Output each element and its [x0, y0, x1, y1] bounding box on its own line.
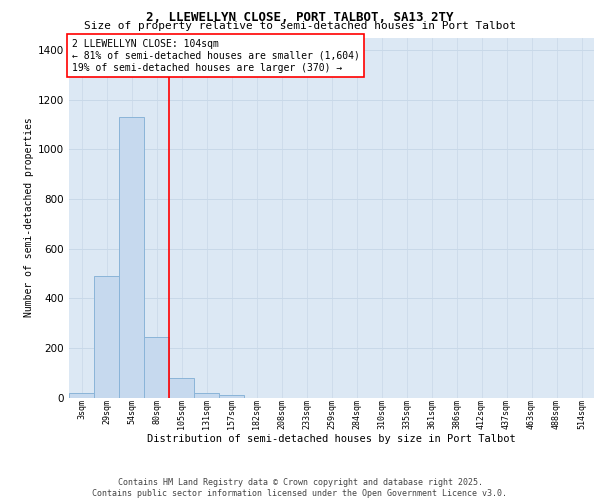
- Bar: [169, 378, 194, 398]
- Text: 2, LLEWELLYN CLOSE, PORT TALBOT, SA13 2TY: 2, LLEWELLYN CLOSE, PORT TALBOT, SA13 2T…: [146, 11, 454, 24]
- Bar: [219, 395, 244, 398]
- Bar: [194, 392, 219, 398]
- Bar: [119, 117, 144, 398]
- Bar: [69, 393, 94, 398]
- Text: Contains HM Land Registry data © Crown copyright and database right 2025.
Contai: Contains HM Land Registry data © Crown c…: [92, 478, 508, 498]
- Y-axis label: Number of semi-detached properties: Number of semi-detached properties: [24, 118, 34, 318]
- X-axis label: Distribution of semi-detached houses by size in Port Talbot: Distribution of semi-detached houses by …: [147, 434, 516, 444]
- Bar: [144, 336, 169, 398]
- Text: 2 LLEWELLYN CLOSE: 104sqm
← 81% of semi-detached houses are smaller (1,604)
19% : 2 LLEWELLYN CLOSE: 104sqm ← 81% of semi-…: [71, 40, 359, 72]
- Bar: [94, 276, 119, 398]
- Text: Size of property relative to semi-detached houses in Port Talbot: Size of property relative to semi-detach…: [84, 21, 516, 31]
